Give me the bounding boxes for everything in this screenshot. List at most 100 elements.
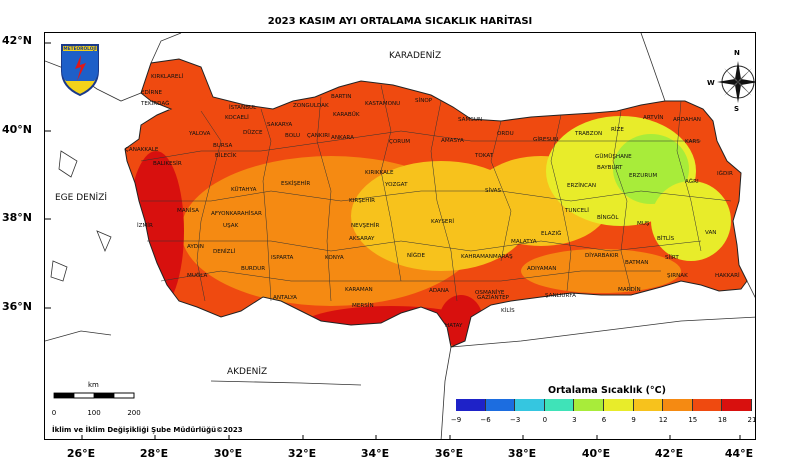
province-label: MUŞ — [637, 221, 650, 227]
turkey-outline — [124, 58, 748, 348]
province-label: ZONGULDAK — [293, 103, 329, 109]
province-borders — [140, 84, 732, 302]
legend-swatch — [633, 399, 664, 411]
lon-label-34: 34°E — [360, 447, 390, 460]
province-label: KIRKLARELİ — [151, 74, 184, 80]
province-label: KARS — [685, 139, 700, 145]
legend-swatch — [692, 399, 723, 411]
legend-tick: −3 — [510, 416, 521, 424]
sea-label-karadeniz: KARADENİZ — [389, 51, 442, 61]
lon-label-28: 28°E — [139, 447, 169, 460]
province-label: NEVŞEHİR — [351, 223, 380, 229]
province-label: RİZE — [611, 127, 624, 133]
province-label: ISPARTA — [271, 255, 294, 261]
legend-tick: 3 — [572, 416, 577, 424]
province-label: SİVAS — [485, 188, 502, 194]
province-label: SAMSUN — [458, 117, 483, 123]
legend-swatch — [485, 399, 516, 411]
province-label: BİTLİS — [657, 236, 675, 242]
province-label: ANKARA — [331, 135, 354, 141]
province-label: KARAMAN — [345, 287, 373, 293]
lon-label-30: 30°E — [213, 447, 243, 460]
legend-tick: 18 — [717, 416, 727, 424]
province-label: AYDIN — [187, 244, 204, 250]
scale-bar — [53, 392, 135, 399]
lon-label-40: 40°E — [581, 447, 611, 460]
province-label: ÇORUM — [389, 139, 411, 145]
province-label: IĞDIR — [717, 171, 733, 177]
legend-swatch — [544, 399, 575, 411]
meteoroloji-logo: METEOROLOJİ — [61, 44, 99, 97]
province-label: NİĞDE — [407, 253, 426, 259]
province-label: EDİRNE — [141, 90, 163, 96]
compass-n: N — [734, 49, 740, 57]
province-label: YOZGAT — [385, 182, 408, 188]
province-label: SİNOP — [415, 98, 433, 104]
sea-label-akdeniz: AKDENİZ — [227, 367, 268, 377]
province-label: SİİRT — [665, 255, 679, 261]
province-label: ANTALYA — [273, 295, 298, 301]
province-label: KIRIKKALE — [365, 170, 394, 176]
province-label: ORDU — [497, 131, 514, 137]
lat-label-36: 36°N — [2, 300, 33, 313]
province-label: ÇANKIRI — [307, 133, 330, 139]
province-label: İSTANBUL — [229, 105, 257, 111]
province-label: MANİSA — [177, 208, 199, 214]
province-label: BARTIN — [331, 94, 352, 100]
province-label: AFYONKARAHİSAR — [211, 211, 262, 217]
lat-label-42: 42°N — [2, 34, 33, 47]
province-label: BOLU — [285, 133, 301, 139]
province-label: KONYA — [325, 255, 344, 261]
sea-label-ege: EGE DENİZİ — [55, 193, 108, 203]
province-label: ADIYAMAN — [527, 266, 557, 272]
province-label: KASTAMONU — [365, 101, 401, 107]
province-label: AKSARAY — [349, 236, 375, 242]
scale-tick-100: 100 — [87, 409, 101, 417]
province-label: ELAZIĞ — [541, 231, 562, 237]
compass-rose: N S W E — [707, 49, 755, 113]
scale-bar-unit: km — [88, 381, 99, 389]
neighbour-coastlines — [45, 33, 755, 439]
province-label: ARTVİN — [643, 115, 664, 121]
legend-tick: 6 — [601, 416, 607, 424]
province-label: ERZİNCAN — [567, 183, 597, 189]
temperature-map — [45, 33, 755, 439]
province-label: ÇANAKKALE — [125, 147, 159, 153]
province-label: KÜTAHYA — [231, 187, 257, 193]
province-label: KIRŞEHİR — [349, 198, 376, 204]
lon-label-26: 26°E — [66, 447, 96, 460]
province-label: YALOVA — [189, 131, 211, 137]
scale-tick-0: 0 — [51, 409, 57, 417]
legend-tick: 15 — [688, 416, 698, 424]
province-label: KİLİS — [501, 308, 515, 314]
province-label: BİLECİK — [215, 153, 237, 159]
province-label: BALIKESİR — [153, 161, 182, 167]
province-label: KARABÜK — [333, 112, 360, 118]
lon-label-38: 38°E — [507, 447, 537, 460]
legend-tick: 0 — [542, 416, 548, 424]
province-label: MUĞLA — [187, 273, 208, 279]
province-label: DÜZCE — [243, 130, 263, 136]
lon-label-36: 36°E — [434, 447, 464, 460]
province-label: SAKARYA — [267, 122, 293, 128]
province-label: KAHRAMANMARAŞ — [461, 254, 513, 260]
province-label: BURSA — [213, 143, 233, 149]
legend-swatch — [663, 399, 693, 411]
legend-title: Ortalama Sıcaklık (°C) — [548, 385, 666, 396]
province-label: DENİZLİ — [213, 249, 236, 255]
province-label: TRABZON — [575, 131, 603, 137]
province-label: TUNCELİ — [565, 208, 589, 214]
compass-s: S — [734, 105, 740, 113]
province-label: GÜMÜŞHANE — [595, 154, 632, 160]
lon-label-32: 32°E — [287, 447, 317, 460]
province-label: HAKKARİ — [715, 273, 740, 279]
province-label: KOCAELİ — [225, 115, 249, 121]
legend-tick: 21 — [747, 416, 757, 424]
province-label: HATAY — [445, 323, 463, 329]
province-label: TEKİRDAĞ — [141, 101, 170, 107]
province-label: KAYSERİ — [431, 219, 454, 225]
province-label: ADANA — [429, 288, 449, 294]
province-label: AMASYA — [441, 138, 464, 144]
province-label: ŞANLIURFA — [545, 293, 576, 299]
legend-colorbar — [456, 399, 752, 411]
